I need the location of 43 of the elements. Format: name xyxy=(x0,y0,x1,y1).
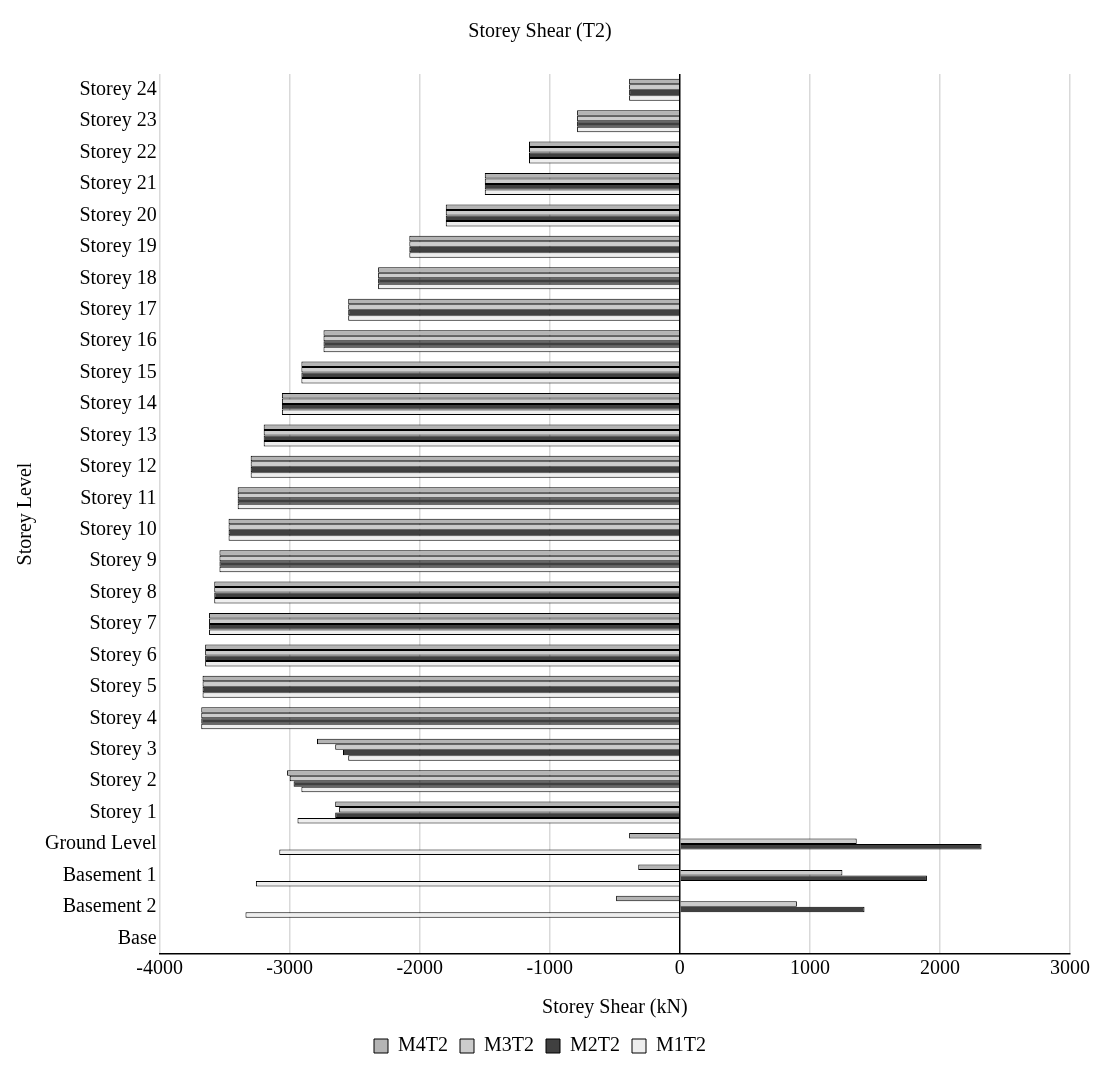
y-tick-label: Storey 12 xyxy=(79,454,157,478)
y-tick-label: Storey 19 xyxy=(79,234,157,258)
y-tick-label: Storey 4 xyxy=(89,705,157,729)
x-tick-label: 3000 xyxy=(1050,956,1090,979)
legend-label: M1T2 xyxy=(656,1033,706,1056)
x-tick-label: -3000 xyxy=(266,956,314,979)
legend-label: M2T2 xyxy=(570,1033,620,1056)
y-tick-label: Storey 10 xyxy=(79,516,157,540)
x-tick-label: 1000 xyxy=(789,956,830,979)
y-tick-label: Storey 22 xyxy=(79,139,157,163)
x-axis-title: Storey Shear (kN) xyxy=(542,995,688,1019)
x-tick-label: 2000 xyxy=(919,956,960,979)
y-tick-label: Storey 2 xyxy=(89,768,157,792)
y-tick-label: Storey 1 xyxy=(89,799,157,823)
y-tick-label: Basement 1 xyxy=(62,862,157,885)
y-tick-label: Storey 9 xyxy=(89,548,157,572)
y-axis-title: Storey Level xyxy=(13,462,37,566)
y-tick-label: Storey 17 xyxy=(79,296,157,320)
y-tick-label: Base xyxy=(117,925,157,948)
y-tick-label: Storey 20 xyxy=(79,202,157,226)
y-tick-label: Storey 14 xyxy=(79,391,157,415)
y-tick-label: Ground Level xyxy=(44,831,158,854)
y-tick-label: Storey 3 xyxy=(89,736,157,760)
x-tick-label: -2000 xyxy=(396,956,444,979)
y-tick-label: Storey 7 xyxy=(89,611,157,635)
x-tick-label: -4000 xyxy=(136,956,183,979)
x-tick-label: 0 xyxy=(674,956,685,979)
y-tick-label: Storey 15 xyxy=(79,359,157,383)
chart-title: Storey Shear (T2) xyxy=(468,19,612,43)
y-tick-label: Storey 13 xyxy=(79,422,157,446)
y-tick-label: Storey 11 xyxy=(80,485,157,509)
legend-label: M3T2 xyxy=(484,1033,534,1056)
y-tick-label: Storey 5 xyxy=(89,674,157,698)
y-tick-label: Storey 6 xyxy=(89,642,157,666)
x-tick-label: -1000 xyxy=(526,956,574,979)
y-tick-label: Storey 8 xyxy=(89,579,157,603)
y-tick-label: Storey 21 xyxy=(79,171,157,195)
legend-label: M4T2 xyxy=(398,1033,448,1056)
y-tick-label: Storey 24 xyxy=(79,76,157,100)
y-tick-label: Storey 23 xyxy=(79,108,157,132)
y-tick-label: Storey 16 xyxy=(79,328,157,352)
y-tick-label: Storey 18 xyxy=(79,265,157,289)
y-tick-label: Basement 2 xyxy=(62,894,157,917)
